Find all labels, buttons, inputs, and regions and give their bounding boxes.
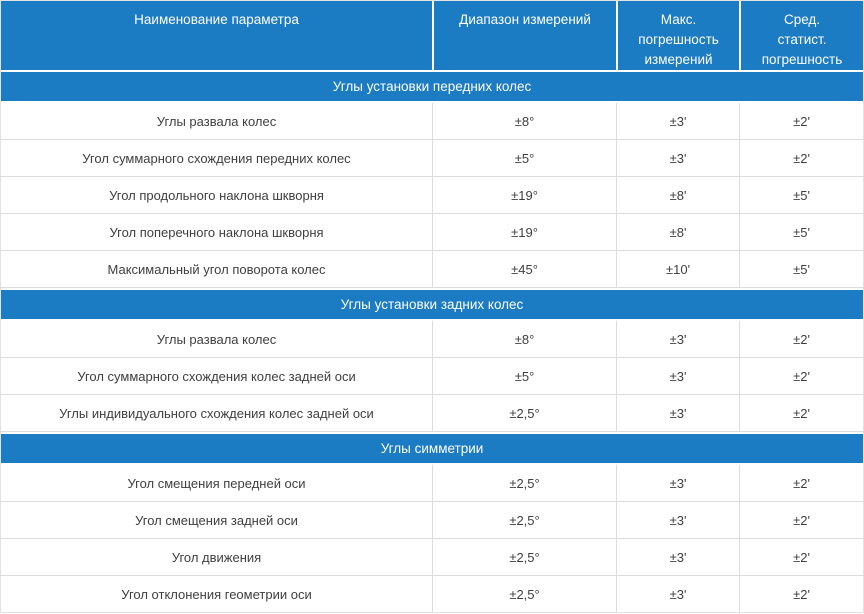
stat-error-cell: ±2' <box>739 321 863 357</box>
section-front-wheels: Углы установки передних колес Углы разва… <box>1 72 863 288</box>
stat-error-cell: ±2' <box>739 395 863 431</box>
column-header-parameter-name: Наименование параметра <box>1 1 432 70</box>
table-row: Угол отклонения геометрии оси ±2,5° ±3' … <box>1 576 863 612</box>
max-error-cell: ±8' <box>616 177 739 213</box>
range-cell: ±2,5° <box>432 465 616 501</box>
max-error-cell: ±3' <box>616 576 739 612</box>
parameter-name-cell: Угол смещения задней оси <box>135 512 298 528</box>
stat-error-cell: ±2' <box>739 358 863 394</box>
range-cell: ±8° <box>432 321 616 357</box>
range-cell: ±2,5° <box>432 576 616 612</box>
max-error-cell: ±3' <box>616 539 739 575</box>
section-rear-wheels: Углы установки задних колес Углы развала… <box>1 290 863 432</box>
stat-error-cell: ±2' <box>739 140 863 176</box>
range-cell: ±19° <box>432 177 616 213</box>
table-row: Угол смещения задней оси ±2,5° ±3' ±2' <box>1 502 863 539</box>
table-row: Углы развала колес ±8° ±3' ±2' <box>1 103 863 140</box>
parameter-name-cell: Углы индивидуального схождения колес зад… <box>59 405 374 421</box>
parameter-name-cell: Максимальный угол поворота колес <box>107 261 326 277</box>
max-error-cell: ±3' <box>616 465 739 501</box>
table-row: Углы индивидуального схождения колес зад… <box>1 395 863 432</box>
table-row: Угол суммарного схождения передних колес… <box>1 140 863 177</box>
parameter-name-cell: Угол поперечного наклона шкворня <box>109 224 324 240</box>
table-row: Угол движения ±2,5° ±3' ±2' <box>1 539 863 576</box>
column-header-max-error: Макс. погрешность измерений <box>616 1 740 70</box>
parameter-name-cell: Угол смещения передней оси <box>127 475 306 491</box>
max-error-cell: ±10' <box>616 251 739 287</box>
range-cell: ±45° <box>432 251 616 287</box>
parameter-name-cell: Углы развала колес <box>156 113 277 129</box>
range-cell: ±2,5° <box>432 395 616 431</box>
max-error-cell: ±8' <box>616 214 739 250</box>
range-cell: ±2,5° <box>432 502 616 538</box>
stat-error-cell: ±2' <box>739 502 863 538</box>
stat-error-cell: ±5' <box>739 214 863 250</box>
max-error-cell: ±3' <box>616 321 739 357</box>
max-error-cell: ±3' <box>616 395 739 431</box>
stat-error-cell: ±5' <box>739 177 863 213</box>
table-header-row: Наименование параметра Диапазон измерени… <box>1 1 863 70</box>
table-row: Углы развала колес ±8° ±3' ±2' <box>1 321 863 358</box>
section-header-front-wheels: Углы установки передних колес <box>1 72 863 101</box>
range-cell: ±5° <box>432 358 616 394</box>
parameter-name-cell: Угол суммарного схождения колес задней о… <box>77 368 356 384</box>
stat-error-cell: ±2' <box>739 576 863 612</box>
max-error-cell: ±3' <box>616 502 739 538</box>
stat-error-cell: ±2' <box>739 539 863 575</box>
column-header-measurement-range: Диапазон измерений <box>432 1 617 70</box>
range-cell: ±2,5° <box>432 539 616 575</box>
range-cell: ±8° <box>432 103 616 139</box>
table-row: Угол продольного наклона шкворня ±19° ±8… <box>1 177 863 214</box>
table-row: Максимальный угол поворота колес ±45° ±1… <box>1 251 863 288</box>
table-row: Угол смещения передней оси ±2,5° ±3' ±2' <box>1 465 863 502</box>
stat-error-cell: ±2' <box>739 465 863 501</box>
parameter-name-cell: Угол продольного наклона шкворня <box>109 187 324 203</box>
parameter-name-cell: Угол отклонения геометрии оси <box>121 586 312 602</box>
max-error-cell: ±3' <box>616 358 739 394</box>
parameter-name-cell: Углы развала колес <box>156 331 277 347</box>
table-row: Угол суммарного схождения колес задней о… <box>1 358 863 395</box>
parameter-name-cell: Угол суммарного схождения передних колес <box>82 150 351 166</box>
max-error-cell: ±3' <box>616 140 739 176</box>
max-error-cell: ±3' <box>616 103 739 139</box>
section-header-symmetry-angles: Углы симметрии <box>1 434 863 463</box>
stat-error-cell: ±2' <box>739 103 863 139</box>
range-cell: ±5° <box>432 140 616 176</box>
section-header-rear-wheels: Углы установки задних колес <box>1 290 863 319</box>
parameter-name-cell: Угол движения <box>171 549 262 565</box>
column-header-stat-error: Сред. статист. погрешность <box>739 1 863 70</box>
section-symmetry-angles: Углы симметрии Угол смещения передней ос… <box>1 434 863 612</box>
stat-error-cell: ±5' <box>739 251 863 287</box>
table-row: Угол поперечного наклона шкворня ±19° ±8… <box>1 214 863 251</box>
range-cell: ±19° <box>432 214 616 250</box>
